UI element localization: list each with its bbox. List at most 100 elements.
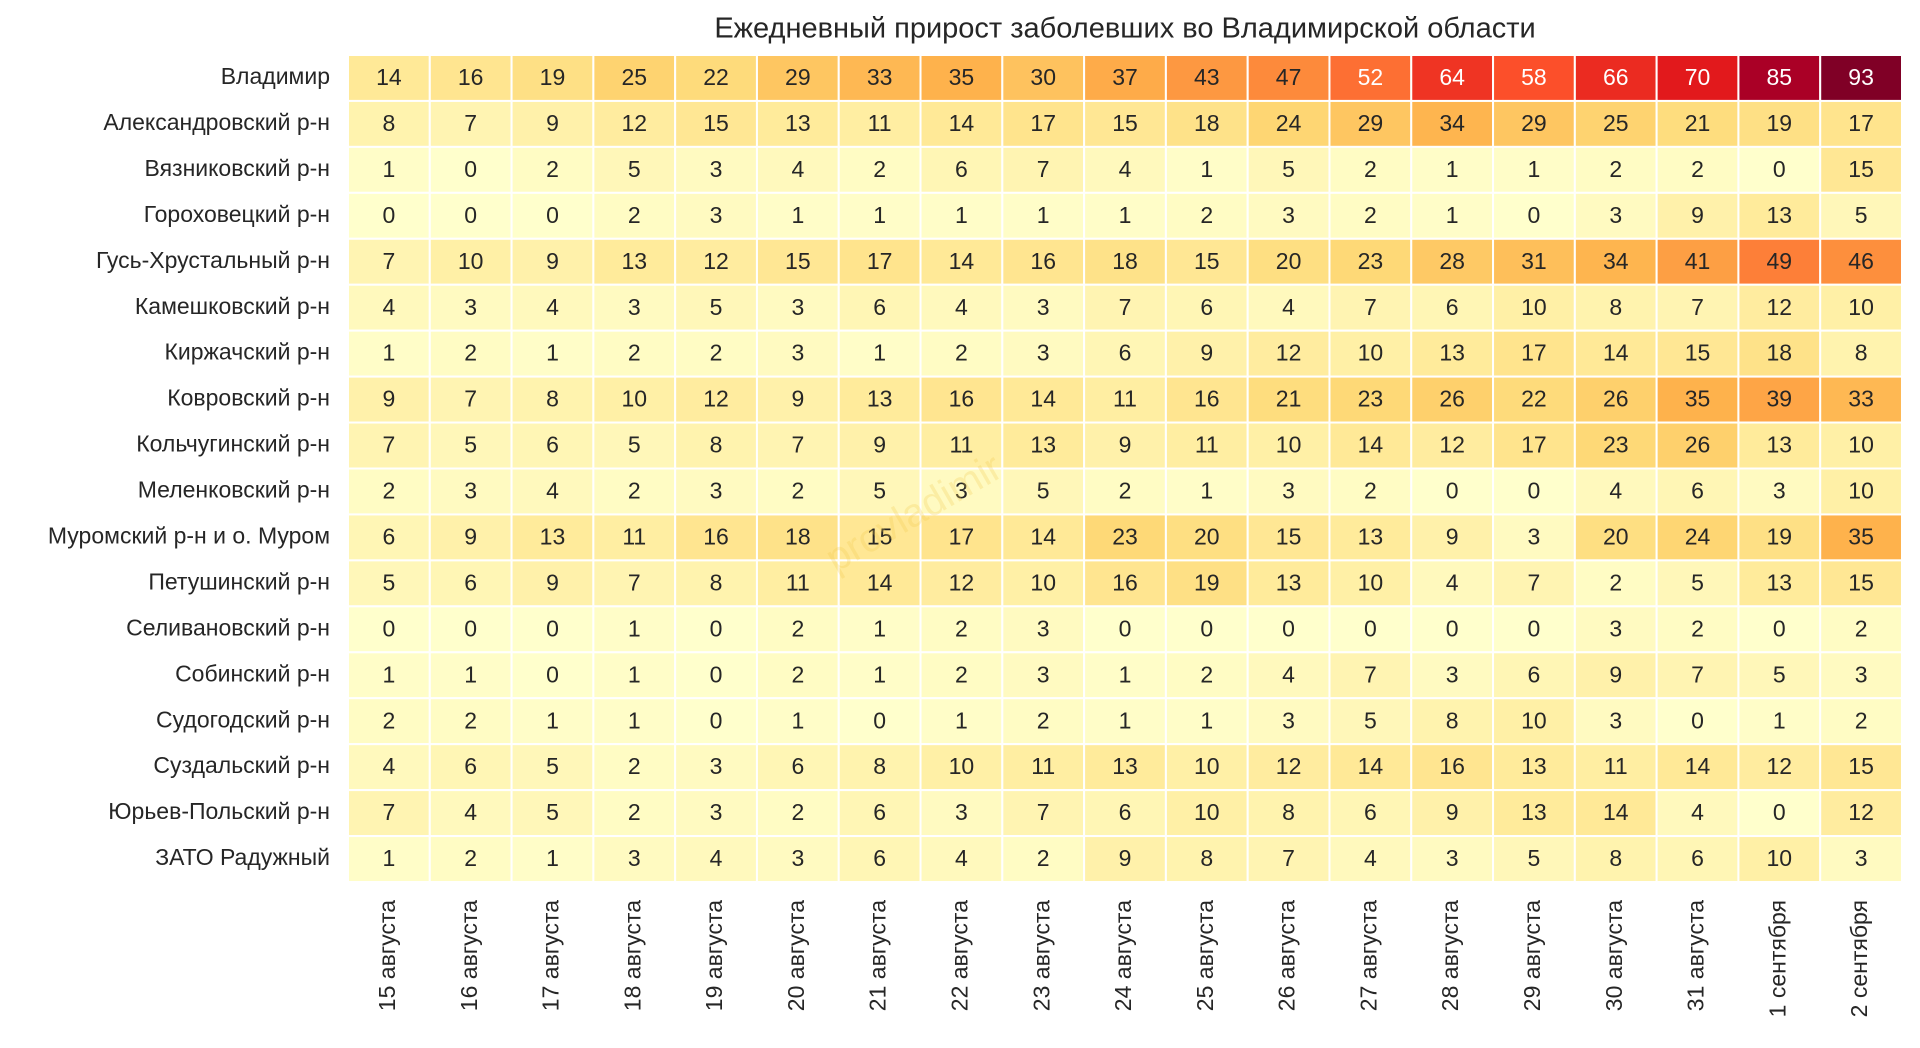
cell-label: 5 xyxy=(1528,845,1541,871)
heatmap-cell xyxy=(674,605,758,654)
cell-label: 10 xyxy=(1030,569,1056,595)
heatmap-cell xyxy=(1819,54,1904,102)
cell-label: 35 xyxy=(1685,386,1711,412)
cell-label: 13 xyxy=(1112,753,1138,779)
heatmap-cell xyxy=(919,835,1004,883)
heatmap-cell xyxy=(1083,743,1167,792)
heatmap-cell xyxy=(1083,421,1167,470)
cell-label: 4 xyxy=(710,845,723,871)
heatmap-cell xyxy=(919,421,1004,470)
cell-label: 10 xyxy=(1358,569,1384,595)
cell-label: 6 xyxy=(1364,799,1377,825)
cell-label: 10 xyxy=(1358,340,1384,366)
cell-label: 6 xyxy=(1200,294,1213,320)
heatmap-cell xyxy=(1737,513,1822,562)
cell-label: 3 xyxy=(1037,294,1050,320)
cell-label: 7 xyxy=(1282,845,1295,871)
cell-label: 10 xyxy=(621,386,647,412)
heatmap-cell xyxy=(1492,605,1576,654)
cell-label: 4 xyxy=(1609,478,1622,504)
cell-label: 2 xyxy=(628,340,641,366)
x-tick-label: 24 августа xyxy=(1110,900,1136,1011)
heatmap-cell xyxy=(1737,743,1822,792)
x-tick-label: 23 августа xyxy=(1028,900,1054,1011)
heatmap-cell xyxy=(1246,237,1331,286)
cell-label: 18 xyxy=(1767,340,1793,366)
heatmap-cell xyxy=(1492,789,1576,838)
heatmap-cell xyxy=(1083,99,1167,148)
cell-label: 10 xyxy=(1767,845,1793,871)
y-tick-label: Гусь-Хрустальный р-н xyxy=(96,247,330,273)
cell-label: 14 xyxy=(1603,340,1629,366)
cell-label: 2 xyxy=(955,615,968,641)
cell-label: 4 xyxy=(791,156,804,182)
heatmap-cell xyxy=(837,697,922,746)
heatmap-cell xyxy=(919,743,1004,792)
cell-label: 0 xyxy=(382,615,395,641)
cell-label: 13 xyxy=(1030,432,1056,458)
cell-label: 3 xyxy=(1528,523,1541,549)
cell-label: 1 xyxy=(1446,202,1459,228)
cell-label: 16 xyxy=(1112,569,1138,595)
cell-label: 8 xyxy=(1446,707,1459,733)
cell-label: 0 xyxy=(464,615,477,641)
heatmap-cell xyxy=(919,559,1004,608)
heatmap-cell xyxy=(1246,329,1331,378)
y-tick-label: Собинский р-н xyxy=(175,660,330,686)
heatmap-cell xyxy=(837,191,922,240)
cell-label: 7 xyxy=(1364,661,1377,687)
cell-label: 2 xyxy=(1200,202,1213,228)
cell-label: 4 xyxy=(955,845,968,871)
cell-label: 6 xyxy=(791,753,804,779)
cell-label: 64 xyxy=(1439,64,1465,90)
heatmap-cell xyxy=(1164,467,1249,516)
y-tick-label: Вязниковский р-н xyxy=(144,155,330,181)
cell-label: 12 xyxy=(1276,340,1302,366)
cell-label: 5 xyxy=(628,156,641,182)
cell-label: 0 xyxy=(710,707,723,733)
cell-label: 11 xyxy=(1604,753,1628,779)
heatmap-cell xyxy=(919,54,1004,102)
cell-label: 17 xyxy=(1521,340,1547,366)
cell-label: 26 xyxy=(1603,386,1629,412)
heatmap-cell xyxy=(837,743,922,792)
cell-label: 14 xyxy=(1358,753,1384,779)
cell-label: 21 xyxy=(1276,386,1302,412)
cell-label: 16 xyxy=(1194,386,1220,412)
heatmap-cell xyxy=(1737,99,1822,148)
cell-label: 3 xyxy=(628,294,641,320)
cell-label: 9 xyxy=(1446,523,1459,549)
cell-label: 2 xyxy=(464,707,477,733)
cell-label: 0 xyxy=(1446,478,1459,504)
cell-label: 4 xyxy=(382,753,395,779)
cell-label: 29 xyxy=(1521,110,1547,136)
cell-label: 24 xyxy=(1685,523,1711,549)
cell-label: 8 xyxy=(1282,799,1295,825)
y-tick-label: Александровский р-н xyxy=(103,109,330,135)
x-tick-label: 31 августа xyxy=(1683,900,1709,1011)
heatmap-cell xyxy=(347,513,431,562)
cell-label: 4 xyxy=(1446,569,1459,595)
cell-label: 15 xyxy=(1276,523,1302,549)
cell-label: 23 xyxy=(1603,432,1629,458)
cell-label: 0 xyxy=(1282,615,1295,641)
cell-label: 0 xyxy=(710,615,723,641)
cell-label: 3 xyxy=(710,156,723,182)
heatmap-cell xyxy=(428,743,513,792)
heatmap-cell xyxy=(1164,191,1249,240)
cell-label: 8 xyxy=(710,432,723,458)
cell-label: 0 xyxy=(1528,615,1541,641)
cell-label: 2 xyxy=(955,340,968,366)
cell-label: 7 xyxy=(628,569,641,595)
cell-label: 25 xyxy=(1603,110,1629,136)
heatmap-cell xyxy=(1655,283,1740,332)
cell-label: 34 xyxy=(1603,248,1629,274)
heatmap-cell xyxy=(1001,191,1086,240)
cell-label: 1 xyxy=(628,661,641,687)
cell-label: 3 xyxy=(710,478,723,504)
heatmap-cell xyxy=(1246,789,1331,838)
cell-label: 24 xyxy=(1276,110,1302,136)
cell-label: 0 xyxy=(464,202,477,228)
cell-label: 2 xyxy=(382,707,395,733)
cell-label: 2 xyxy=(791,661,804,687)
